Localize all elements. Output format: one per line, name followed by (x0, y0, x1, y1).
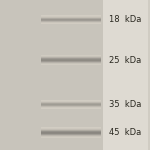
Bar (41, 56, 100, 57)
Bar (41, 16, 100, 17)
Bar (41, 106, 100, 107)
Bar (41, 19, 100, 20)
Bar (41, 63, 100, 64)
Text: 25  kDa: 25 kDa (109, 56, 142, 65)
Bar (41, 63, 100, 64)
Bar (41, 107, 100, 108)
Bar (41, 21, 100, 22)
Bar (41, 62, 100, 63)
Bar (41, 22, 100, 23)
Bar (41, 105, 100, 106)
Bar (41, 131, 100, 132)
Bar (41, 56, 100, 57)
Bar (41, 23, 100, 24)
Bar (103, 0, 148, 150)
Bar (41, 62, 100, 63)
Bar (41, 100, 100, 101)
Bar (41, 58, 100, 59)
Bar (41, 131, 100, 132)
Bar (41, 57, 100, 58)
Bar (41, 127, 100, 128)
Bar (41, 60, 100, 61)
Bar (41, 132, 100, 133)
Bar (41, 136, 100, 137)
Bar (0, 0, 103, 150)
Bar (41, 59, 100, 60)
Bar (41, 104, 100, 105)
Bar (41, 129, 100, 130)
Bar (41, 64, 100, 65)
Bar (41, 105, 100, 106)
Bar (41, 130, 100, 131)
Bar (41, 104, 100, 105)
Bar (41, 130, 100, 131)
Bar (41, 103, 100, 104)
Bar (41, 55, 100, 56)
Bar (41, 108, 100, 109)
Bar (41, 20, 100, 21)
Bar (41, 60, 100, 61)
Bar (41, 17, 100, 18)
Bar (41, 55, 100, 56)
Bar (41, 18, 100, 19)
Bar (41, 103, 100, 104)
Bar (41, 64, 100, 65)
Bar (41, 22, 100, 23)
Bar (41, 100, 100, 101)
Bar (41, 136, 100, 137)
Bar (41, 19, 100, 20)
Bar (41, 58, 100, 59)
Bar (41, 22, 100, 23)
Bar (41, 60, 100, 61)
Bar (41, 133, 100, 134)
Bar (41, 57, 100, 58)
Bar (41, 100, 100, 101)
Text: 35  kDa: 35 kDa (109, 100, 142, 109)
Bar (41, 16, 100, 17)
Bar (41, 134, 100, 135)
Bar (41, 64, 100, 65)
Bar (41, 104, 100, 105)
Bar (41, 134, 100, 135)
Bar (41, 18, 100, 19)
Bar (41, 61, 100, 62)
Bar (41, 18, 100, 19)
Bar (41, 107, 100, 108)
Bar (41, 133, 100, 134)
Bar (41, 129, 100, 130)
Text: 18  kDa: 18 kDa (109, 15, 142, 24)
Bar (41, 135, 100, 136)
Bar (41, 17, 100, 18)
Bar (41, 132, 100, 133)
Bar (41, 23, 100, 24)
Bar (41, 102, 100, 103)
Bar (41, 103, 100, 104)
Bar (41, 61, 100, 62)
Bar (41, 137, 100, 138)
Bar (41, 101, 100, 102)
Text: 45  kDa: 45 kDa (109, 128, 142, 137)
Bar (41, 21, 100, 22)
Bar (41, 59, 100, 60)
Bar (41, 131, 100, 132)
Bar (41, 17, 100, 18)
Bar (41, 137, 100, 138)
Bar (41, 20, 100, 21)
Bar (41, 128, 100, 129)
Bar (41, 136, 100, 137)
Bar (41, 135, 100, 136)
Bar (41, 23, 100, 24)
Bar (41, 101, 100, 102)
Bar (41, 102, 100, 103)
Bar (41, 106, 100, 107)
Bar (41, 105, 100, 106)
Bar (41, 61, 100, 62)
Bar (41, 128, 100, 129)
Bar (41, 55, 100, 56)
Bar (41, 59, 100, 60)
Bar (41, 15, 100, 16)
Bar (41, 106, 100, 107)
